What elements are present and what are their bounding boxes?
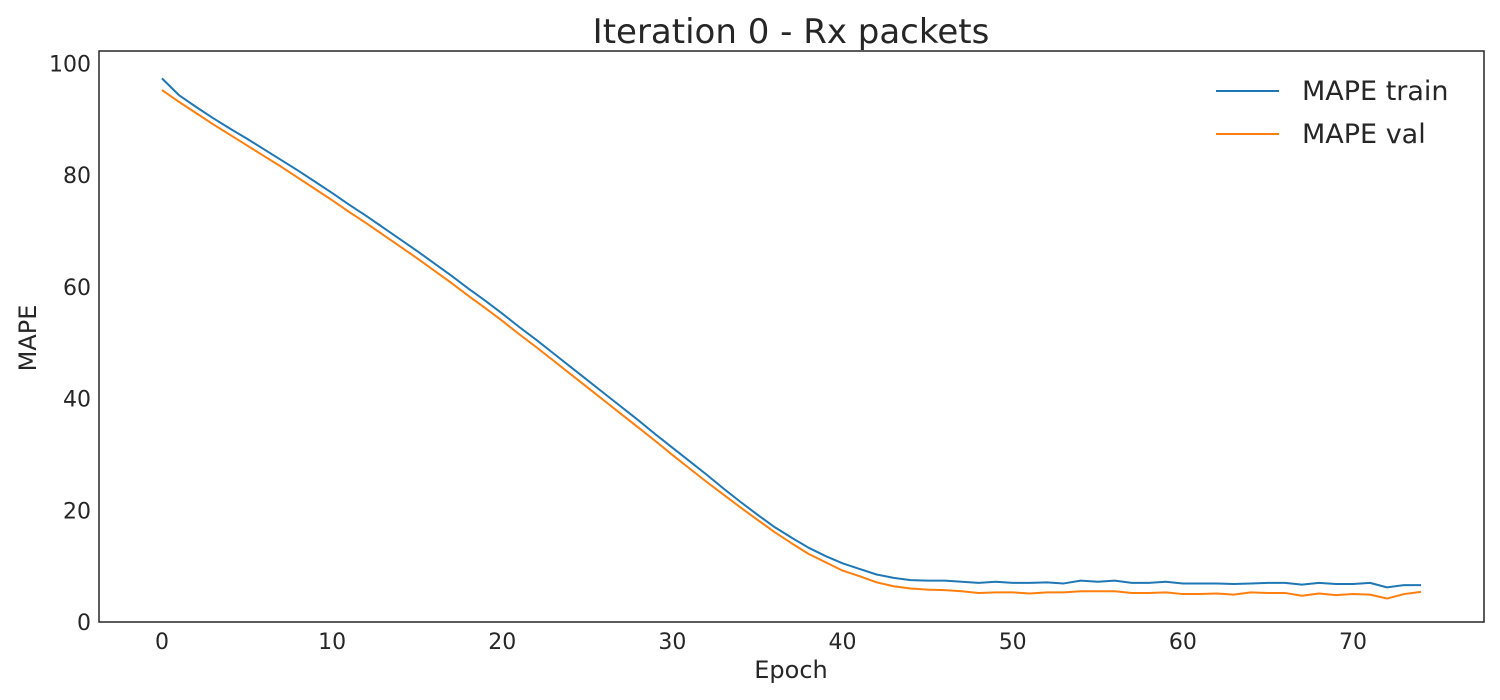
x-tick-label: 0 <box>155 630 169 655</box>
chart-title: Iteration 0 - Rx packets <box>593 12 990 52</box>
plot-frame <box>98 50 1485 623</box>
series-group <box>161 77 1422 600</box>
y-tick-label: 40 <box>63 388 91 413</box>
y-tick-label: 80 <box>63 164 91 189</box>
x-tick-label: 30 <box>658 630 686 655</box>
x-axis-label: Epoch <box>754 656 828 684</box>
series-line-0 <box>161 77 1422 589</box>
legend-label-0: MAPE train <box>1302 76 1449 107</box>
x-tick-label: 10 <box>318 630 346 655</box>
x-tick-label: 70 <box>1339 630 1367 655</box>
legend-label-1: MAPE val <box>1302 119 1426 150</box>
legend: MAPE train MAPE val <box>1216 76 1449 150</box>
y-tick-labels: 0 20 40 60 80 100 <box>49 52 91 636</box>
y-tick-label: 0 <box>77 611 91 636</box>
y-axis-label: MAPE <box>14 305 42 372</box>
x-tick-labels: 0 10 20 30 40 50 60 70 <box>155 630 1367 655</box>
x-tick-label: 60 <box>1169 630 1197 655</box>
series-line-1 <box>161 89 1422 600</box>
x-tick-label: 20 <box>488 630 516 655</box>
x-tick-label: 50 <box>999 630 1027 655</box>
y-tick-label: 100 <box>49 52 91 77</box>
x-tick-label: 40 <box>829 630 857 655</box>
y-tick-label: 60 <box>63 276 91 301</box>
y-tick-label: 20 <box>63 499 91 524</box>
